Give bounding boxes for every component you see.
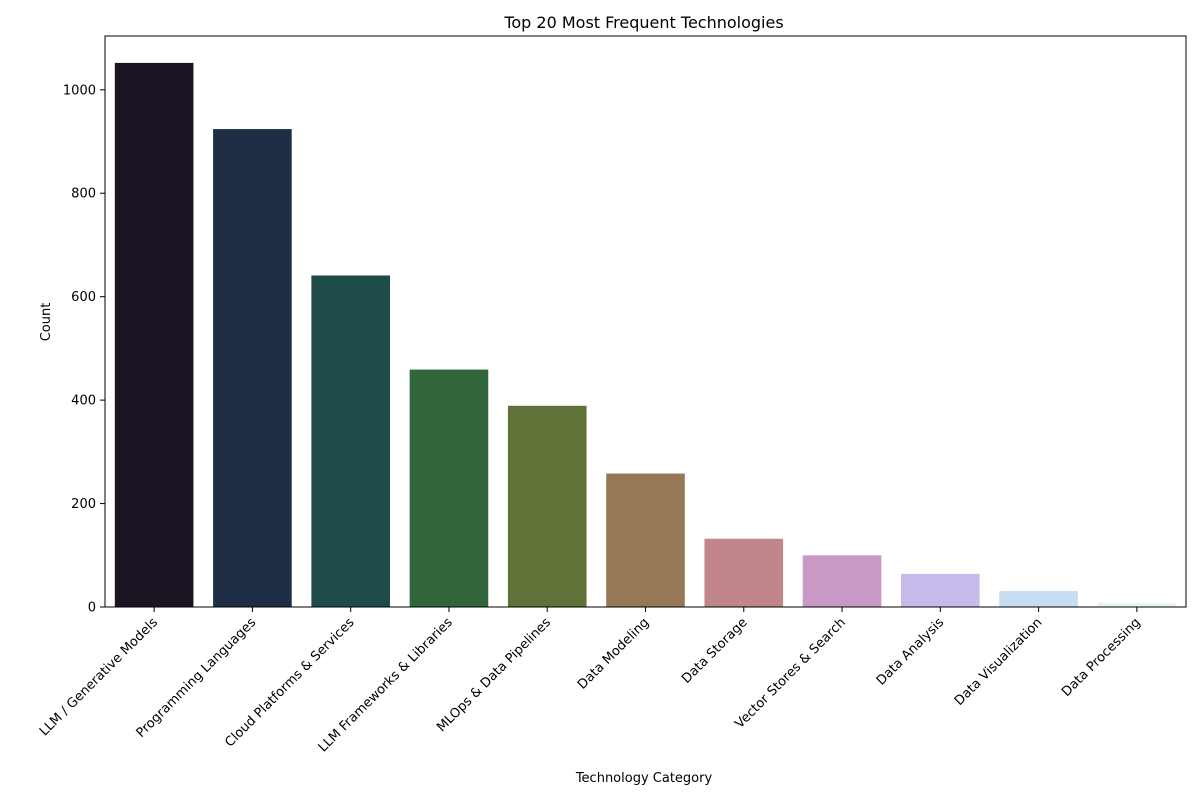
bar-10 bbox=[1097, 602, 1177, 607]
y-tick-label: 0 bbox=[88, 601, 96, 616]
bar-3 bbox=[409, 369, 489, 607]
chart-title: Top 20 Most Frequent Technologies bbox=[503, 13, 783, 32]
y-tick-label: 600 bbox=[71, 290, 96, 305]
x-tick-label: Data Analysis bbox=[874, 615, 948, 689]
plot-frame bbox=[104, 35, 1187, 608]
x-tick-label: Data Visualization bbox=[952, 615, 1046, 709]
x-tick-label: Data Processing bbox=[1059, 615, 1144, 700]
x-tick-label: Data Storage bbox=[679, 615, 750, 686]
y-tick-label: 400 bbox=[71, 394, 96, 409]
bar-6 bbox=[704, 538, 784, 607]
y-tick-label: 200 bbox=[71, 497, 96, 512]
bar-2 bbox=[311, 275, 390, 607]
x-tick-label: MLOps & Data Pipelines bbox=[434, 615, 554, 735]
y-tick-label: 800 bbox=[71, 187, 96, 202]
bar-8 bbox=[901, 573, 980, 607]
x-tick-label: Vector Stores & Search bbox=[732, 615, 849, 732]
x-axis-label: Technology Category bbox=[575, 771, 713, 786]
bar-4 bbox=[507, 405, 587, 607]
y-tick-label: 1000 bbox=[63, 83, 96, 98]
bar-1 bbox=[213, 129, 292, 607]
bar-9 bbox=[999, 590, 1078, 607]
y-axis-label: Count bbox=[39, 303, 54, 342]
x-tick-label: Data Modeling bbox=[575, 615, 652, 692]
bars-group bbox=[114, 62, 1177, 608]
bar-5 bbox=[606, 473, 685, 607]
bar-0 bbox=[114, 62, 194, 608]
y-axis-ticks: 0 200 400 600 800 1000 bbox=[63, 83, 105, 616]
bar-7 bbox=[802, 555, 882, 607]
